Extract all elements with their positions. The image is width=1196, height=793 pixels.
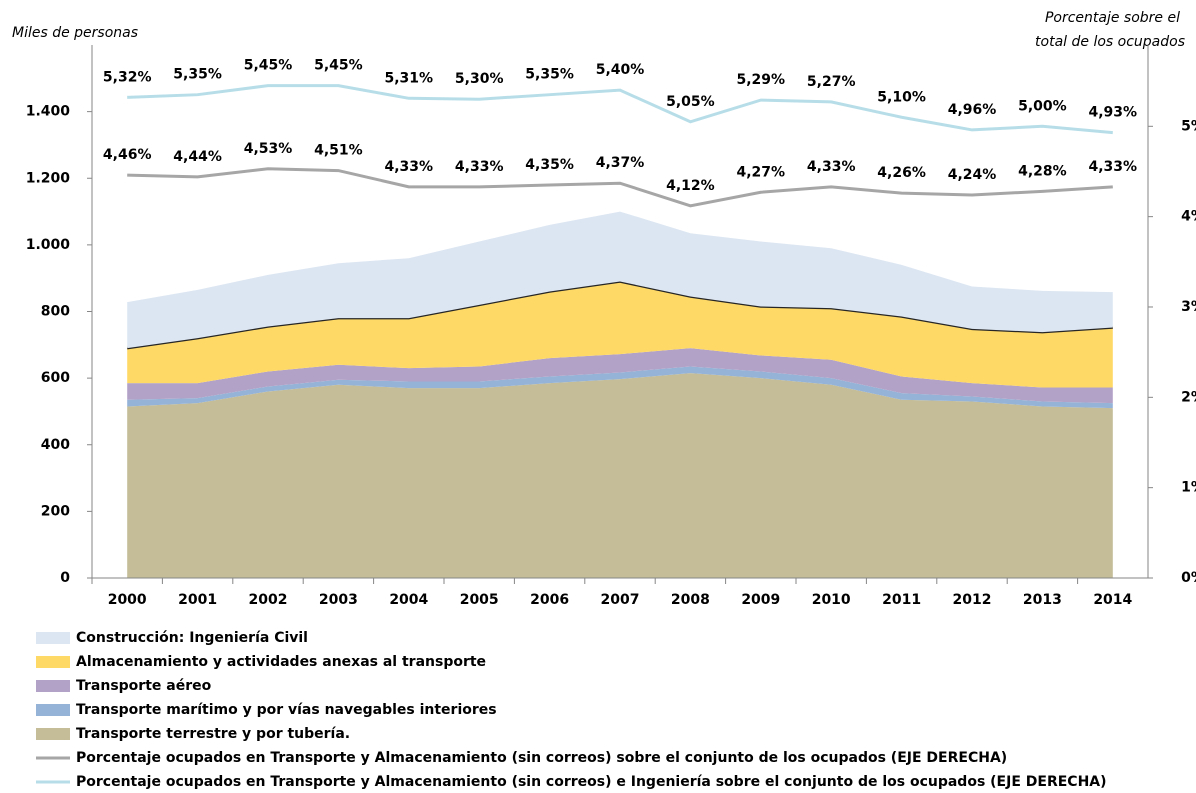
x-tick-label: 2002 — [249, 592, 288, 608]
data-label: 4,26% — [877, 165, 926, 181]
data-label: 5,40% — [596, 62, 645, 78]
y2-tick-label: 4% — [1181, 209, 1196, 225]
legend-swatch — [36, 704, 70, 716]
y2-tick-label: 3% — [1181, 299, 1196, 315]
legend-swatch — [36, 632, 70, 644]
legend-label: Porcentaje ocupados en Transporte y Alma… — [76, 774, 1107, 789]
area — [127, 373, 1113, 578]
legend-swatch — [36, 656, 70, 668]
legend-swatch — [36, 680, 70, 692]
data-label: 4,33% — [385, 159, 434, 175]
data-label: 4,27% — [737, 164, 786, 180]
line — [127, 84, 1113, 135]
data-label: 5,05% — [666, 94, 715, 110]
data-label: 4,37% — [596, 155, 645, 171]
data-label: 5,00% — [1018, 98, 1067, 114]
x-tick-label: 2010 — [812, 592, 851, 608]
data-label: 4,51% — [314, 143, 363, 159]
data-label: 5,32% — [103, 69, 152, 85]
y-tick-label: 1.400 — [26, 104, 71, 120]
y2-tick-label: 5% — [1181, 118, 1196, 134]
data-label: 4,53% — [244, 141, 293, 157]
legend-swatch — [36, 728, 70, 740]
x-tick-label: 2004 — [389, 592, 428, 608]
x-tick-label: 2013 — [1023, 592, 1062, 608]
legend-label: Almacenamiento y actividades anexas al t… — [76, 654, 486, 670]
y2-tick-label: 2% — [1181, 389, 1196, 405]
data-label: 5,45% — [314, 58, 363, 74]
data-label: 4,96% — [948, 102, 997, 118]
y-tick-label: 800 — [41, 304, 70, 320]
y2-axis-title: total de los ocupados — [1035, 34, 1185, 50]
data-label: 5,29% — [737, 72, 786, 88]
data-label: 4,33% — [1089, 159, 1138, 175]
legend-label: Transporte terrestre y por tubería. — [76, 726, 350, 742]
y-tick-label: 1.200 — [26, 170, 71, 186]
data-label: 4,35% — [525, 157, 574, 173]
x-tick-label: 2007 — [601, 592, 640, 608]
data-label: 5,30% — [455, 71, 504, 87]
y-axis-title: Miles de personas — [12, 25, 138, 41]
data-label: 4,46% — [103, 147, 152, 163]
data-label: 4,28% — [1018, 163, 1067, 179]
legend-label: Transporte aéreo — [76, 678, 212, 694]
x-tick-label: 2009 — [741, 592, 780, 608]
y-tick-label: 200 — [41, 503, 70, 519]
area — [127, 281, 1113, 388]
data-label: 5,35% — [525, 67, 574, 83]
y-tick-label: 600 — [41, 370, 70, 386]
data-label: 4,93% — [1089, 105, 1138, 121]
y-tick-label: 400 — [41, 437, 70, 453]
y2-tick-label: 0% — [1181, 570, 1196, 586]
legend-label: Transporte marítimo y por vías navegable… — [76, 702, 497, 718]
x-tick-label: 2012 — [953, 592, 992, 608]
x-tick-label: 2014 — [1093, 592, 1132, 608]
x-tick-label: 2006 — [530, 592, 569, 608]
area — [127, 366, 1113, 409]
y2-axis-title: Porcentaje sobre el — [1045, 10, 1180, 26]
x-tick-label: 2001 — [178, 592, 217, 608]
data-label: 4,33% — [807, 159, 856, 175]
data-label: 5,10% — [877, 89, 926, 105]
x-tick-label: 2005 — [460, 592, 499, 608]
data-label: 5,31% — [385, 70, 434, 86]
data-label: 5,35% — [173, 67, 222, 83]
data-label: 5,45% — [244, 58, 293, 74]
x-tick-label: 2000 — [108, 592, 147, 608]
data-label: 4,33% — [455, 159, 504, 175]
data-label: 5,27% — [807, 74, 856, 90]
area-edge — [127, 280, 1113, 350]
data-label: 4,12% — [666, 178, 715, 194]
x-tick-label: 2008 — [671, 592, 710, 608]
legend-label: Porcentaje ocupados en Transporte y Alma… — [76, 750, 1007, 766]
area — [127, 348, 1113, 404]
y-tick-label: 1.000 — [26, 237, 71, 253]
data-label: 4,24% — [948, 167, 997, 183]
area — [127, 211, 1113, 349]
y-tick-label: 0 — [60, 570, 70, 586]
data-label: 4,44% — [173, 149, 222, 165]
x-tick-label: 2003 — [319, 592, 358, 608]
x-tick-label: 2011 — [882, 592, 921, 608]
line — [127, 167, 1113, 208]
y2-tick-label: 1% — [1181, 480, 1196, 496]
legend-label: Construcción: Ingeniería Civil — [76, 630, 308, 646]
